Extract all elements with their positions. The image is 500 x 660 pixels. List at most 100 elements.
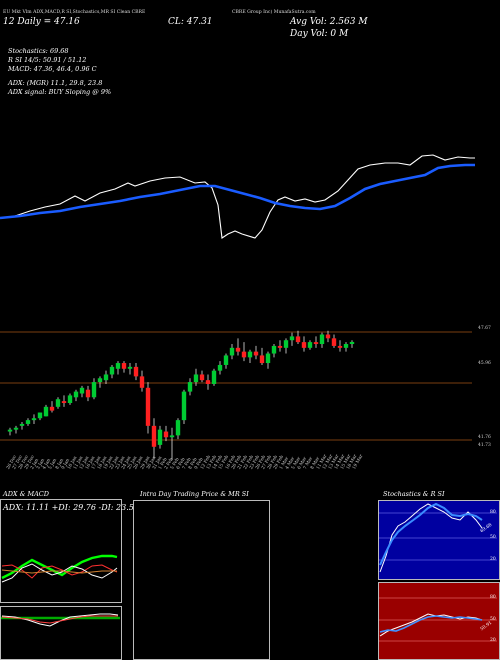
candle-body: [67, 395, 73, 404]
candle-body: [43, 406, 49, 417]
candle-body: [319, 334, 325, 345]
candle-body: [241, 351, 247, 358]
price-chart: [0, 154, 475, 461]
macd-white-line: [0, 154, 475, 239]
candle-body: [37, 412, 43, 419]
candle-body: [217, 364, 223, 371]
rsi-blue-line: [379, 615, 483, 633]
candle-body: [313, 342, 319, 345]
candle-body: [289, 336, 295, 341]
candle-body: [211, 370, 217, 384]
candle-body: [307, 342, 313, 348]
adx-orange-line: [1, 569, 117, 574]
candle-body: [79, 387, 85, 394]
price-label-top: 47.67: [478, 326, 491, 331]
macd-blue-line: [0, 163, 475, 220]
candle-body: [73, 391, 79, 398]
candle-body: [151, 425, 157, 447]
candle-body: [157, 429, 163, 445]
candle-body: [49, 406, 55, 411]
candle-body: [25, 420, 31, 424]
avg-vol: Avg Vol: 2.563 M: [290, 17, 368, 27]
candle-body: [253, 351, 259, 356]
rsi-level-50: 50: [490, 617, 496, 622]
candle-body: [91, 382, 97, 398]
candle-body: [325, 334, 331, 339]
candle-body: [181, 391, 187, 421]
candle-body: [97, 378, 103, 383]
candle-body: [31, 418, 37, 421]
candle-body: [265, 353, 271, 364]
stoch-level-50: 50: [490, 535, 496, 540]
rsi-level-80: 80: [490, 595, 496, 600]
candle-body: [133, 366, 139, 377]
candle-body: [175, 420, 181, 436]
rsi-level-20: 20: [490, 638, 496, 643]
stoch-panel-title: Stochastics & R SI: [383, 490, 445, 498]
candle-body: [193, 374, 199, 383]
candle-body: [205, 380, 211, 384]
candle-body: [199, 374, 205, 381]
candle-body: [127, 366, 133, 369]
candle-body: [235, 347, 241, 352]
candle-body: [139, 376, 145, 388]
close-line: CL: 47.31: [168, 17, 213, 27]
header-tags: EU Mkt Vlm ADX,MACD,R SI,Stochastics,MR …: [3, 10, 146, 15]
candle-body: [343, 344, 349, 348]
stoch-blue-line: [379, 502, 483, 566]
macd-readout: MACD: 47.36, 46.4, 0.96 C: [8, 65, 97, 73]
candle-body: [283, 340, 289, 348]
candle-body: [103, 374, 109, 381]
candle-body: [121, 363, 127, 369]
candle-body: [7, 429, 13, 432]
candle-body: [223, 355, 229, 365]
adx-panel: [0, 499, 122, 603]
candle-body: [229, 347, 235, 356]
macd-panel: [0, 606, 122, 660]
adx-panel-title: ADX & MACD: [3, 490, 49, 498]
candle-body: [61, 401, 67, 404]
candle-body: [349, 341, 355, 345]
adx-values: ADX: 11.11 +DI: 29.76 -DI: 23.51: [3, 503, 139, 512]
candle-body: [109, 366, 115, 375]
candle-body: [337, 345, 343, 348]
stoch-level-20: 20: [490, 557, 496, 562]
stoch-level-80: 80: [490, 510, 496, 515]
adx-readout: ADX: (MGR) 11.1, 29.8, 23.8: [8, 79, 103, 87]
adx-green-line: [1, 554, 118, 580]
stochastics-readout: Stochastics: 69.68: [8, 47, 69, 55]
candle-body: [169, 435, 175, 438]
adx-signal-readout: ADX signal: BUY Sloping @ 9%: [8, 88, 112, 96]
candle-body: [271, 345, 277, 354]
adx-white-line: [1, 563, 118, 583]
candle-body: [277, 345, 283, 348]
candle-body: [145, 387, 151, 426]
date-line: 12 Daily = 47.16: [3, 17, 80, 27]
candle-body: [247, 351, 253, 358]
candle-body: [331, 338, 337, 346]
company-name: CBRE Group Inc) MunafaSutra.com: [232, 10, 316, 15]
candle-body: [301, 342, 307, 348]
price-label-low2: 41.73: [478, 443, 491, 448]
candle-body: [85, 389, 91, 398]
candle-body: [115, 363, 121, 369]
intraday-panel-title: Intra Day Trading Price & MR SI: [140, 490, 249, 498]
candles-group: [7, 330, 355, 461]
rsi-readout: R SI 14/5: 50.91 / 51.12: [8, 56, 87, 64]
day-vol: Day Vol: 0 M: [290, 29, 349, 39]
price-label-mid: 45.96: [478, 361, 491, 366]
candle-body: [259, 355, 265, 364]
candle-body: [13, 427, 19, 430]
candle-body: [163, 431, 169, 438]
candle-body: [187, 382, 193, 392]
candle-body: [55, 399, 61, 407]
candle-body: [295, 336, 301, 343]
intraday-panel: [133, 500, 270, 660]
price-label-low1: 41.76: [478, 435, 491, 440]
candle-body: [19, 423, 25, 426]
adx-red-line: [1, 564, 118, 579]
